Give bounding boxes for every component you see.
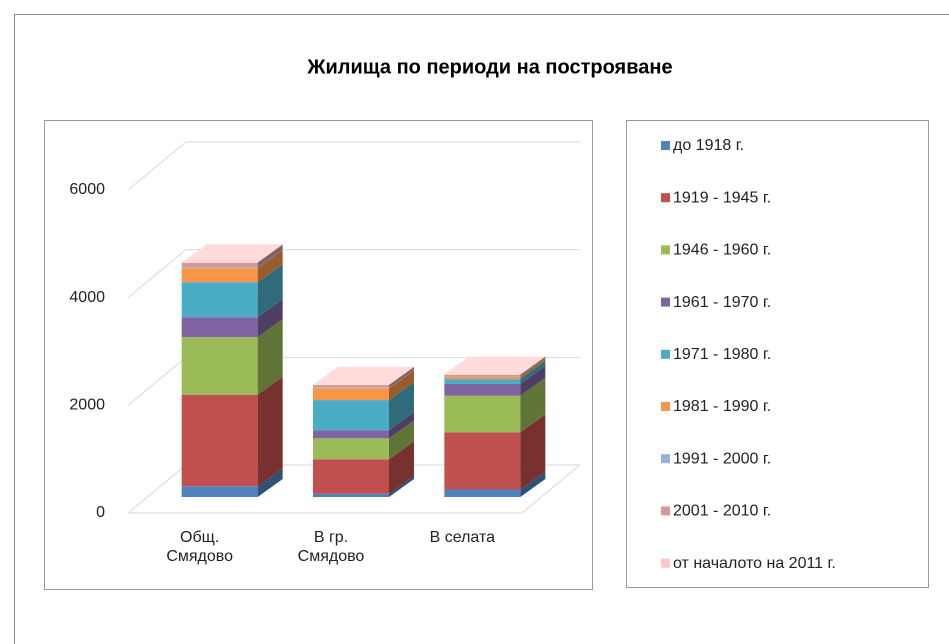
bar-side [257,244,283,268]
legend-swatch [661,506,670,516]
legend-swatch [661,297,670,307]
bar-side [389,441,414,494]
bar-side [520,356,546,377]
y-tick-label: 0 [96,504,105,521]
bar-segment [313,388,389,401]
legend-label: 1961 - 1970 г. [673,294,771,311]
bar-segment [313,430,389,439]
bar-side [389,367,414,388]
bar-segment [444,383,521,396]
bar-segment [181,486,258,497]
bar-segment [313,438,389,460]
chart-title: Жилища по периоди на построяване [306,56,672,78]
bar-segment [313,493,389,497]
x-tick-label: Общ. Смядово [166,529,233,565]
chart-border [14,14,949,644]
bar-side [520,414,546,490]
legend-border [626,120,929,588]
legend-swatch [661,193,670,203]
y-tick-label: 4000 [69,289,105,306]
bar-side [520,361,546,384]
bar-segment [313,459,389,494]
bar-segment [444,379,521,384]
legend-label: 1919 - 1945 г. [673,189,771,206]
bar-side [389,382,414,431]
bar-side [257,299,283,338]
legend-label: до 1918 г. [673,137,744,154]
legend-label: 1946 - 1960 г. [673,242,771,259]
bar-top [181,244,283,263]
bar-side [257,249,283,269]
bar-side [257,250,283,283]
bar-segment [444,374,521,377]
bar-top [444,356,546,375]
bar-side [389,369,414,389]
legend-swatch [661,402,670,411]
bar-side [257,376,283,487]
bar-segment [444,395,521,433]
bar-side [389,370,414,401]
bar-segment [181,317,258,338]
legend-swatch [661,454,670,464]
y-tick-label: 2000 [69,397,105,414]
bar-segment [444,489,521,497]
x-tick-label: В гр. Смядово [297,529,365,565]
bar-segment [181,394,258,487]
floor-edge [521,464,581,514]
bar-segment [181,262,258,268]
plot-border [44,120,593,590]
legend-swatch [661,558,670,568]
bar-side [389,475,414,497]
bar-segment [181,267,258,269]
legend-label: 1971 - 1980 г. [673,346,771,363]
bar-segment [313,387,389,389]
bar-side [520,356,546,375]
bar-segment [444,376,521,377]
bar-segment [444,432,521,490]
bar-side [389,420,414,460]
legend-label: 1981 - 1990 г. [673,398,771,415]
bar-side [520,358,546,377]
bar-side [257,468,283,497]
bar-side [257,319,283,395]
y-tick-label: 6000 [69,181,105,198]
grid-line [127,249,580,299]
bar-segment [313,385,389,388]
bar-side [257,264,283,318]
legend-swatch [661,141,670,150]
bar-side [257,244,283,263]
bar-segment [181,268,258,283]
bar-side [389,412,414,439]
bar-segment [181,337,258,395]
legend-swatch [661,349,670,359]
bar-top [313,366,414,385]
grid-line [127,141,580,191]
bar-side [520,358,546,380]
bar-segment [444,376,521,380]
legend-swatch [661,245,670,255]
bar-side [520,365,546,396]
legend-label: 2001 - 2010 г. [673,503,771,520]
bar-side [389,366,414,386]
bar-segment [181,262,258,263]
legend-label: 1991 - 2000 г. [673,450,771,467]
x-tick-label: В селата [429,529,496,546]
legend-label: от началото на 2011 г. [673,555,836,572]
bar-segment [181,282,258,318]
bar-side [520,471,546,497]
bar-segment [313,400,389,431]
bar-side [520,377,546,433]
